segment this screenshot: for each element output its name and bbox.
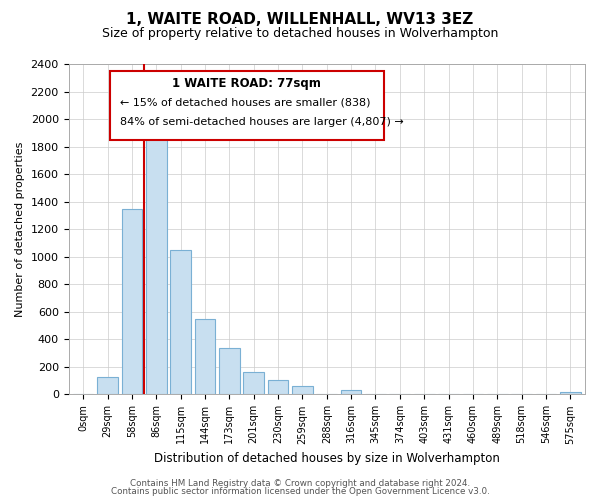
- Bar: [268, 380, 289, 394]
- Bar: [560, 392, 581, 394]
- Text: Size of property relative to detached houses in Wolverhampton: Size of property relative to detached ho…: [102, 28, 498, 40]
- Bar: [194, 318, 215, 394]
- Text: 1, WAITE ROAD, WILLENHALL, WV13 3EZ: 1, WAITE ROAD, WILLENHALL, WV13 3EZ: [127, 12, 473, 28]
- Bar: [292, 386, 313, 394]
- Bar: [122, 208, 142, 394]
- Bar: [170, 250, 191, 394]
- Text: 84% of semi-detached houses are larger (4,807) →: 84% of semi-detached houses are larger (…: [120, 117, 404, 127]
- FancyBboxPatch shape: [110, 70, 383, 140]
- Bar: [97, 377, 118, 394]
- X-axis label: Distribution of detached houses by size in Wolverhampton: Distribution of detached houses by size …: [154, 452, 500, 465]
- Text: Contains HM Land Registry data © Crown copyright and database right 2024.: Contains HM Land Registry data © Crown c…: [130, 478, 470, 488]
- Y-axis label: Number of detached properties: Number of detached properties: [15, 142, 25, 317]
- Bar: [244, 372, 264, 394]
- Bar: [146, 136, 167, 394]
- Text: Contains public sector information licensed under the Open Government Licence v3: Contains public sector information licen…: [110, 487, 490, 496]
- Text: ← 15% of detached houses are smaller (838): ← 15% of detached houses are smaller (83…: [120, 97, 371, 107]
- Bar: [341, 390, 361, 394]
- Text: 1 WAITE ROAD: 77sqm: 1 WAITE ROAD: 77sqm: [172, 77, 321, 90]
- Bar: [219, 348, 239, 395]
